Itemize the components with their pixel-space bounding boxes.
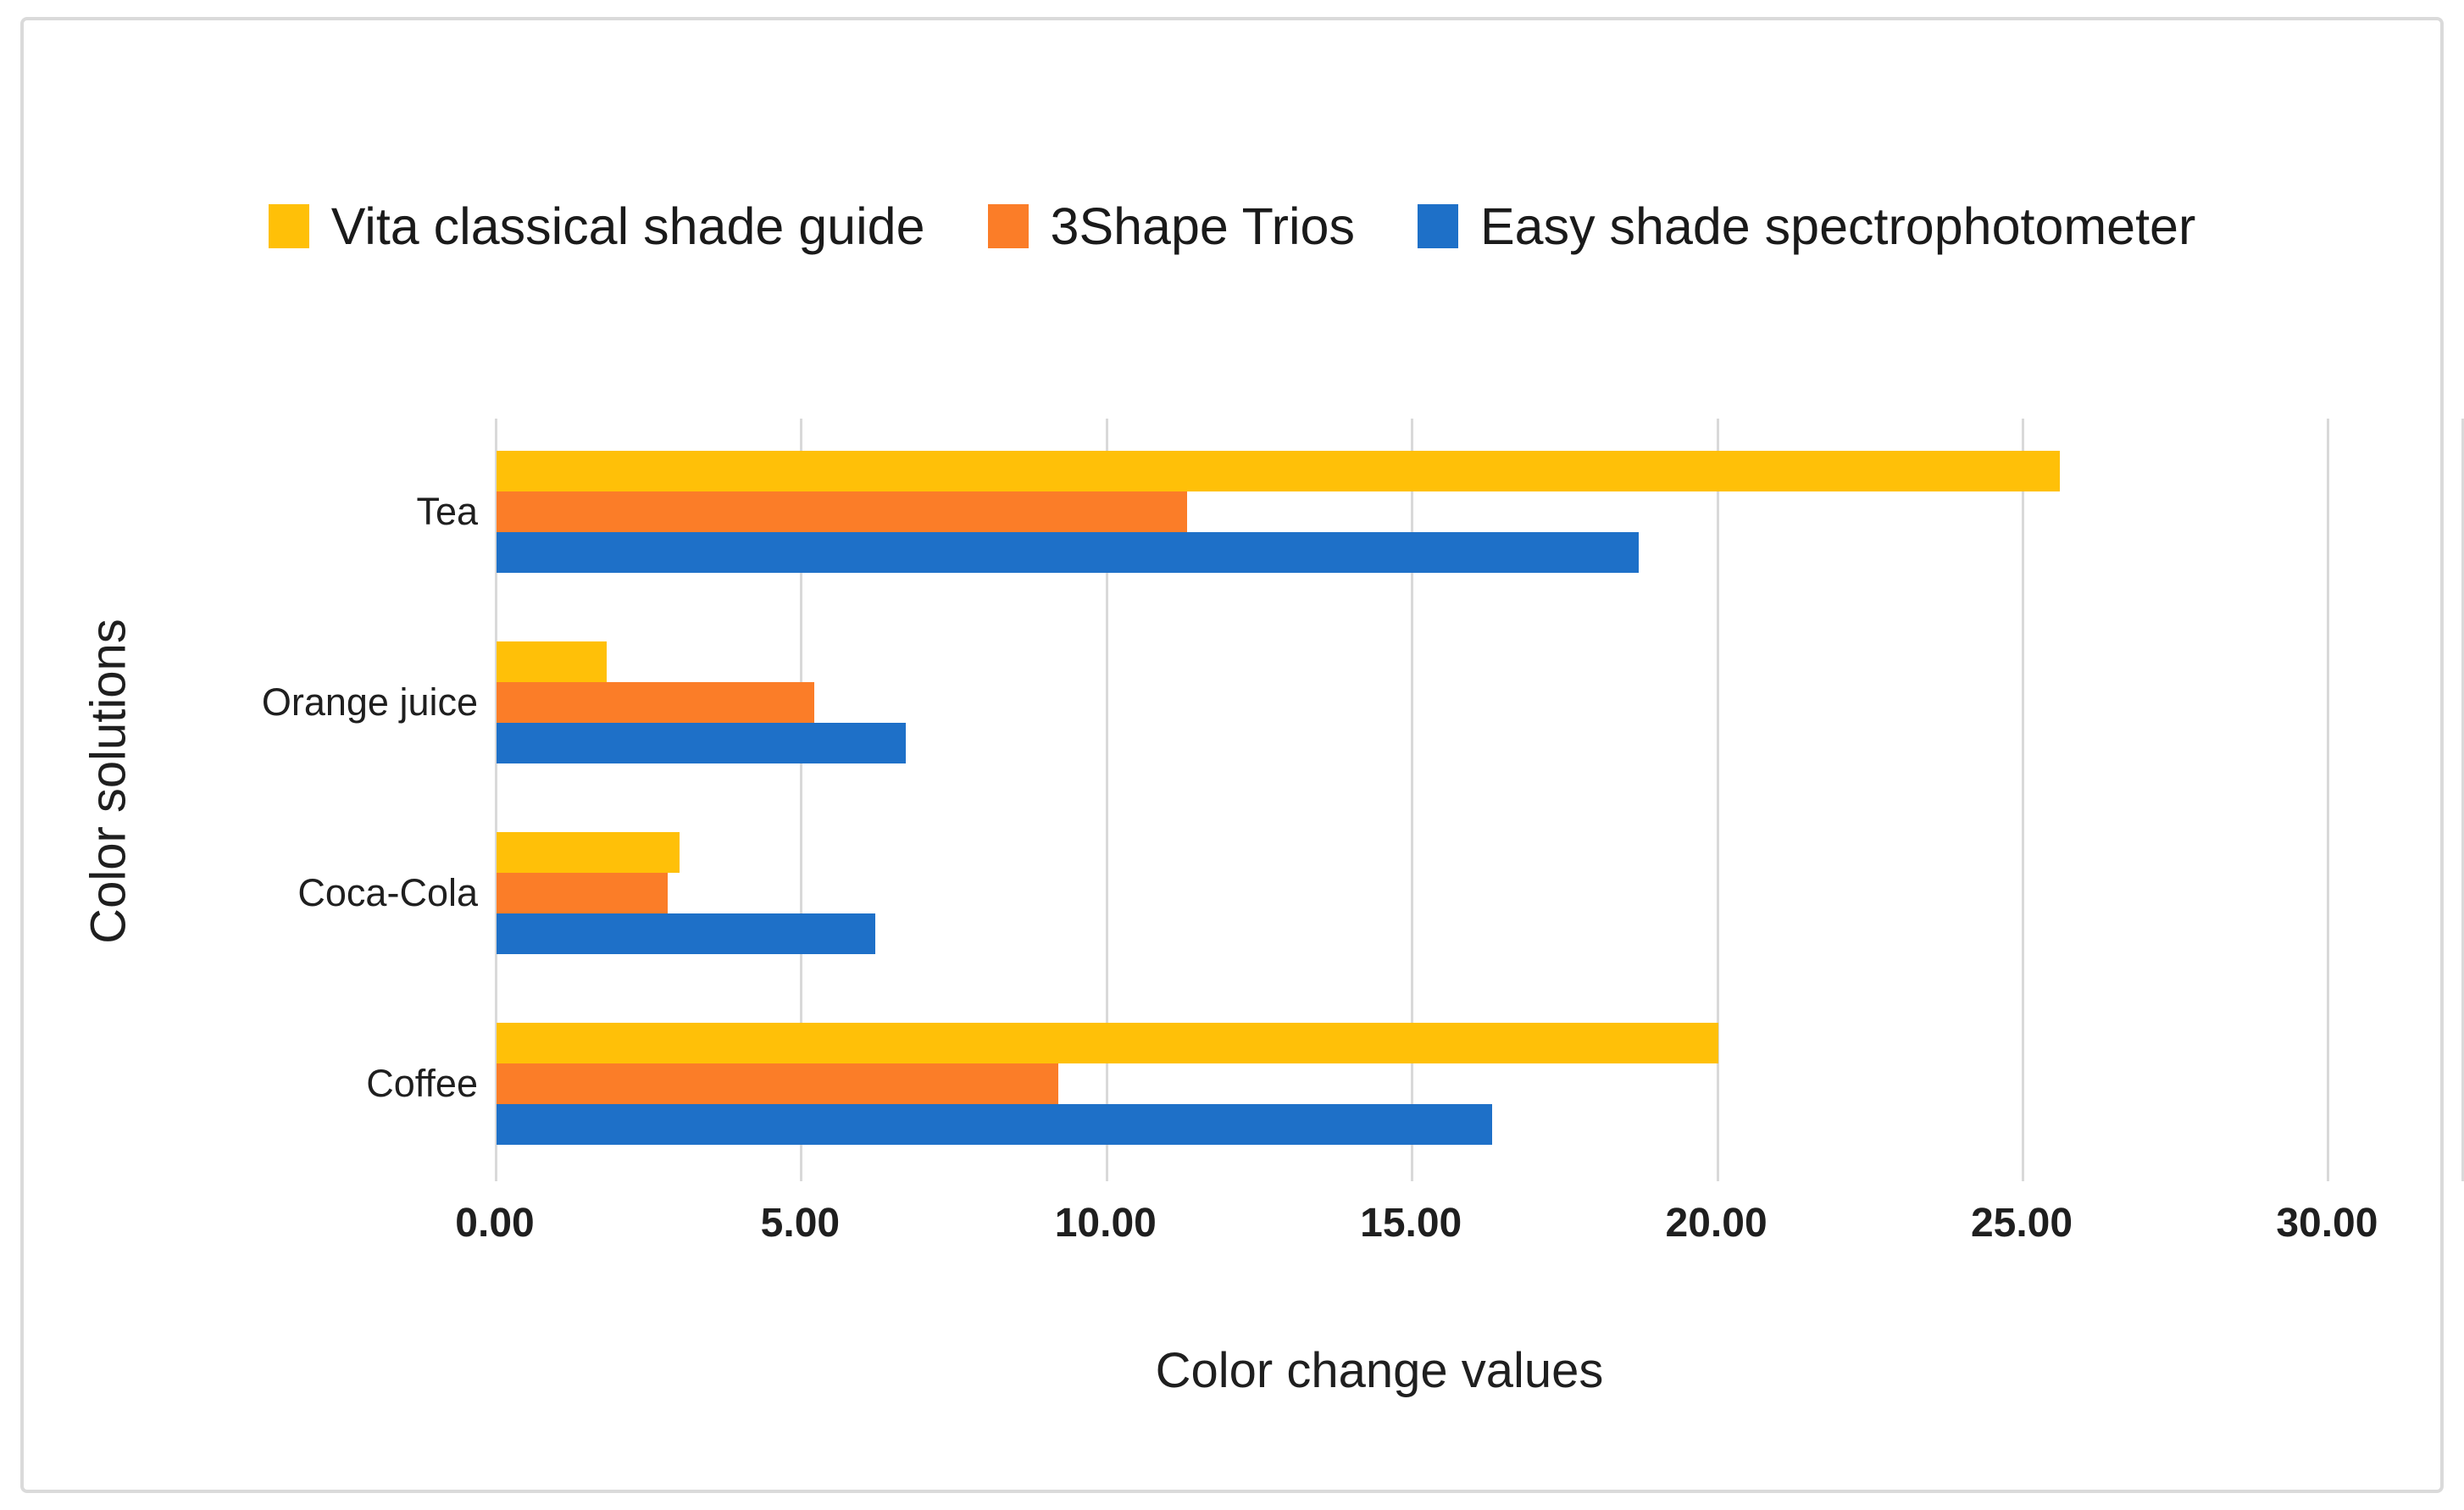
- x-tick-label: 15.00: [1360, 1201, 1462, 1246]
- bar-coca-cola-series-1: [497, 832, 680, 873]
- x-axis-title: Color change values: [1155, 1343, 1604, 1398]
- legend-item-2: 3Shape Trios: [987, 197, 1355, 256]
- plot-area: 0.00 5.00 10.00 15.00 20.00 25.00 30.00 Tea Oran…: [24, 20, 2464, 1490]
- y-axis-title: Color solutions: [80, 619, 136, 944]
- gridline-20.00: [1716, 419, 1719, 1181]
- category-label-tea: Tea: [416, 490, 478, 533]
- bar-tea-series-3: [497, 532, 1639, 573]
- bar-orange-juice-series-2: [497, 682, 814, 723]
- bar-coffee-series-2: [497, 1063, 1059, 1104]
- gridline-25.00: [2022, 419, 2024, 1181]
- x-tick-label: 30.00: [2276, 1201, 2378, 1246]
- bar-tea-series-2: [497, 491, 1187, 532]
- bar-tea-series-1: [497, 451, 2061, 491]
- bar-coca-cola-series-3: [497, 913, 875, 954]
- legend-swatch-icon: [268, 204, 309, 248]
- bar-coffee-series-1: [497, 1023, 1718, 1063]
- plot-right-border: [2461, 419, 2464, 1181]
- category-label-coffee: Coffee: [366, 1062, 478, 1105]
- bar-orange-juice-series-3: [497, 723, 906, 763]
- legend-swatch-icon: [1417, 204, 1458, 248]
- legend-label: Easy shade spectrophotometer: [1479, 197, 2196, 255]
- x-tick-label: 5.00: [760, 1201, 841, 1246]
- legend-swatch-icon: [987, 204, 1029, 248]
- category-label-orange-juice: Orange juice: [261, 680, 478, 724]
- legend-item-3: Easy shade spectrophotometer: [1417, 197, 2196, 256]
- legend-label: 3Shape Trios: [1050, 197, 1355, 255]
- bar-orange-juice-series-1: [497, 641, 607, 682]
- legend-label: Vita classical shade guide: [330, 197, 925, 255]
- x-tick-label: 25.00: [1970, 1201, 2073, 1246]
- bar-coca-cola-series-2: [497, 873, 668, 913]
- gridline-5.00: [800, 419, 803, 1181]
- legend-item-1: Vita classical shade guide: [268, 197, 925, 256]
- gridline-0.00: [495, 419, 497, 1181]
- gridline-30.00: [2327, 419, 2330, 1181]
- chart-figure: Vita classical shade guide 3Shape Trios Ea…: [20, 17, 2464, 1493]
- gridline-10.00: [1105, 419, 1108, 1181]
- gridline-15.00: [1411, 419, 1414, 1181]
- x-tick-label: 0.00: [455, 1201, 535, 1246]
- category-label-coca-cola: Coca-Cola: [297, 871, 478, 914]
- x-tick-label: 10.00: [1054, 1201, 1157, 1246]
- chart-legend: Vita classical shade guide 3Shape Trios Ea…: [24, 171, 2440, 281]
- x-tick-label: 20.00: [1665, 1201, 1768, 1246]
- bar-coffee-series-3: [497, 1104, 1492, 1145]
